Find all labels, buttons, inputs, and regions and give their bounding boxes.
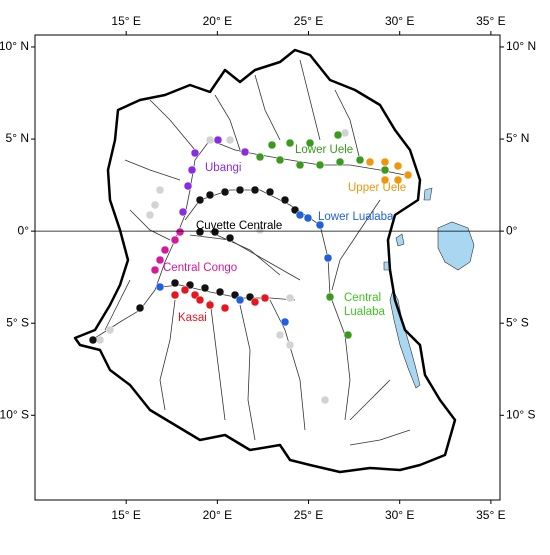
lat-tick-label: 0° <box>18 223 30 237</box>
region-label: Kasai <box>178 312 207 324</box>
lat-tick-label: 10° N <box>506 39 536 53</box>
lat-tick-label: 5° N <box>6 131 29 145</box>
lat-tick-label: 5° S <box>506 315 529 329</box>
lon-tick-label: 25° E <box>294 508 323 522</box>
map-frame <box>34 34 501 501</box>
lat-tick-label: 0° <box>506 223 518 237</box>
region-label: Central Congo <box>163 262 237 274</box>
site-markers <box>88 128 413 405</box>
lakes <box>383 187 475 389</box>
lat-tick-label: 10° N <box>0 39 29 53</box>
lat-tick-label: 5° N <box>506 131 529 145</box>
region-label: Central <box>344 292 381 304</box>
lon-tick-label: 20° E <box>203 14 232 28</box>
region-label: Lower Lualaba <box>318 211 394 223</box>
lat-tick-label: 10° S <box>0 407 29 421</box>
lon-tick-label: 30° E <box>385 14 414 28</box>
lon-tick-label: 35° E <box>476 508 505 522</box>
region-label: Ubangi <box>205 162 241 174</box>
basin-outline <box>73 48 457 474</box>
lon-tick-label: 25° E <box>294 14 323 28</box>
lon-tick-label: 30° E <box>385 508 414 522</box>
lat-tick-label: 5° S <box>6 315 29 329</box>
lon-tick-label: 15° E <box>111 14 140 28</box>
lon-tick-label: 35° E <box>476 14 505 28</box>
region-label: Lualaba <box>344 306 386 318</box>
region-label: Lower Uele <box>295 144 353 156</box>
lon-tick-label: 15° E <box>111 508 140 522</box>
rivers <box>94 59 411 446</box>
region-label: Cuvette Centrale <box>196 220 282 232</box>
lat-tick-label: 10° S <box>506 407 535 421</box>
lon-tick-label: 20° E <box>203 508 232 522</box>
region-labels: Ubangi Lower Uele Upper Uele Cuvette Cen… <box>163 144 406 324</box>
region-label: Upper Uele <box>348 182 406 194</box>
